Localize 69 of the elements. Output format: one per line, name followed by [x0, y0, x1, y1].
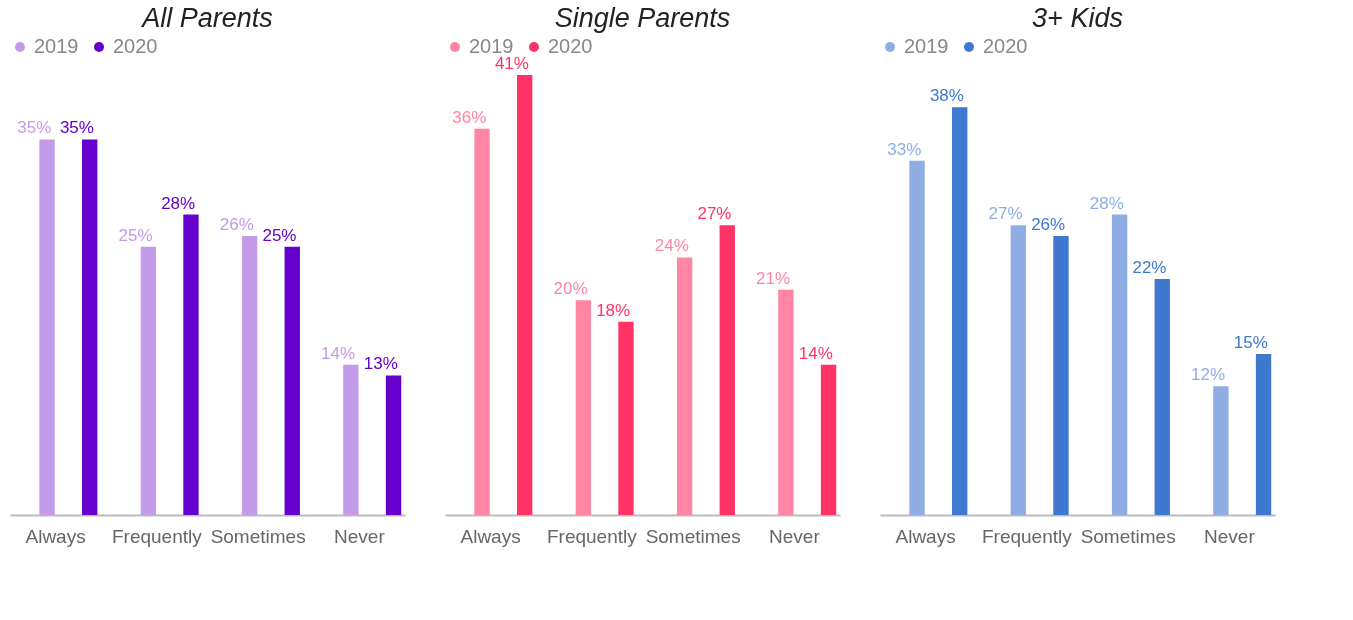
- data-label: 25%: [118, 225, 153, 245]
- bar: [241, 235, 258, 515]
- chart-title: 3+ Kids: [1032, 3, 1123, 33]
- chart-title: All Parents: [140, 3, 273, 33]
- data-label: 27%: [697, 204, 732, 224]
- bar: [474, 128, 490, 515]
- bar: [343, 364, 359, 515]
- bar: [82, 139, 98, 515]
- bar: [183, 214, 199, 515]
- x-tick-label: Frequently: [981, 525, 1073, 547]
- x-tick-label: Sometimes: [210, 525, 306, 547]
- data-label: 36%: [452, 107, 487, 127]
- x-tick-label: Sometimes: [645, 525, 741, 547]
- data-label: 25%: [262, 225, 297, 245]
- bar: [1053, 235, 1069, 515]
- legend-label: 2020: [113, 35, 158, 57]
- data-label: 41%: [494, 54, 529, 73]
- data-label: 35%: [59, 118, 94, 138]
- data-label: 28%: [1089, 193, 1124, 213]
- data-label: 27%: [988, 204, 1023, 224]
- bar: [1010, 225, 1027, 515]
- bar: [1213, 386, 1229, 515]
- legend-label: 2020: [548, 35, 593, 57]
- bar: [1111, 214, 1128, 515]
- chart-title: Single Parents: [554, 3, 731, 33]
- bar: [719, 225, 735, 515]
- legend-label: 2019: [469, 35, 514, 57]
- bar: [909, 160, 925, 515]
- bar: [1255, 354, 1272, 515]
- data-label: 24%: [654, 236, 689, 256]
- legend-label: 2020: [983, 35, 1028, 57]
- data-label: 33%: [887, 139, 922, 159]
- data-label: 26%: [219, 214, 254, 234]
- x-tick-label: Never: [769, 525, 821, 547]
- data-label: 12%: [1191, 365, 1226, 385]
- bar: [820, 364, 837, 515]
- x-tick-label: Always: [460, 525, 521, 547]
- bar: [39, 139, 55, 515]
- legend-label: 2019: [34, 35, 79, 57]
- x-tick-label: Never: [334, 525, 386, 547]
- data-label: 20%: [553, 279, 588, 299]
- data-label: 18%: [596, 300, 631, 320]
- legend-label: 2019: [904, 35, 949, 57]
- bar: [952, 107, 968, 515]
- data-label: 15%: [1233, 333, 1268, 353]
- x-tick-label: Always: [25, 525, 86, 547]
- bar: [778, 289, 794, 515]
- data-label: 14%: [321, 343, 356, 363]
- bar: [284, 246, 300, 515]
- bar: [575, 300, 592, 515]
- data-label: 26%: [1031, 214, 1066, 234]
- data-label: 14%: [798, 343, 833, 363]
- data-label: 35%: [17, 118, 52, 138]
- x-tick-label: Always: [895, 525, 956, 547]
- bar: [676, 257, 693, 515]
- data-label: 21%: [756, 268, 791, 288]
- data-label: 22%: [1132, 257, 1167, 277]
- bar: [1154, 278, 1170, 515]
- data-label: 13%: [363, 354, 398, 374]
- x-tick-label: Sometimes: [1080, 525, 1176, 547]
- x-tick-label: Never: [1204, 525, 1256, 547]
- bar: [618, 321, 634, 515]
- x-tick-label: Frequently: [546, 525, 638, 547]
- bar: [140, 246, 157, 515]
- data-label: 38%: [929, 86, 964, 106]
- bar: [517, 75, 533, 515]
- data-label: 28%: [161, 193, 196, 213]
- bar: [385, 375, 402, 515]
- x-tick-label: Frequently: [111, 525, 203, 547]
